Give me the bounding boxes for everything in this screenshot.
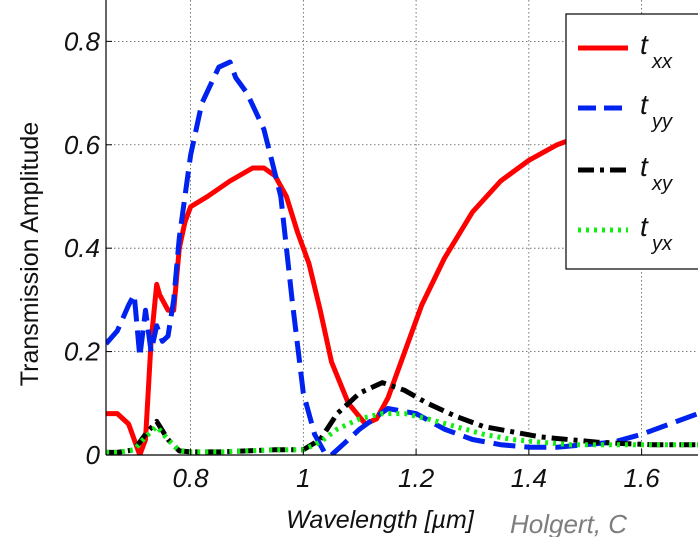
watermark-text: Holgert, C [510,509,627,537]
legend-sublabel-txx: xx [651,51,673,73]
x-tick-label: 1.6 [624,463,661,493]
x-tick-label: 1.4 [511,463,547,493]
y-tick-label: 0.2 [64,337,101,367]
y-axis-title: Transmission Amplitude [16,122,44,386]
legend-label-tyx: t [640,211,649,242]
x-tick-label: 0.8 [172,463,209,493]
series-line-tyy [106,59,698,455]
series-lines [106,59,698,455]
legend-sublabel-tyx: yx [650,233,673,255]
legend-label-txy: t [640,151,649,182]
x-tick-label: 1.2 [398,463,435,493]
y-tick-label: 0.6 [64,130,101,160]
x-axis-title: Wavelength [µm] [286,506,475,534]
y-tick-label: 0 [86,440,101,470]
legend-sublabel-tyy: yy [650,111,673,133]
x-tick-label: 1 [296,463,310,493]
legend-label-tyy: t [640,89,649,120]
legend-label-txx: t [640,29,649,60]
y-tick-label: 0.4 [64,233,100,263]
y-tick-label: 0.8 [64,26,101,56]
series-line-txx [106,93,698,455]
tick-labels: 0.8 1 1.2 1.4 1.6 0 0.2 0.4 0.6 0.8 [64,26,660,493]
legend-box [565,13,698,270]
series-line-txy [106,380,698,455]
legend-sublabel-txy: xy [651,173,673,195]
axes-frame [105,0,698,456]
